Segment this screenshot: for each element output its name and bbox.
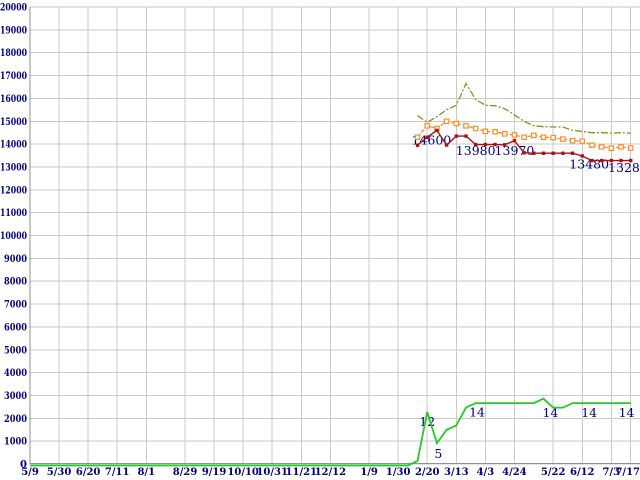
y-tick-label: 11000 [0, 208, 27, 219]
x-tick-label: 8/1 [137, 467, 155, 478]
marker-red_solid [599, 158, 604, 163]
x-tick-label: 6/12 [570, 467, 595, 478]
marker-orange_dashed [598, 144, 605, 150]
y-tick-label: 20000 [0, 3, 27, 14]
x-tick-label: 7/17 [615, 467, 640, 478]
y-tick-label: 13000 [0, 162, 27, 173]
x-tick-label: 1/30 [386, 467, 411, 478]
marker-red_solid [415, 143, 420, 147]
marker-red_solid [435, 128, 439, 133]
point-label: 13280 [608, 160, 640, 175]
marker-orange_dashed [550, 134, 556, 141]
marker-red_solid [570, 151, 575, 155]
marker-red_solid [512, 138, 517, 143]
point-label: 14 [581, 405, 597, 420]
marker-orange_dashed [589, 142, 595, 149]
marker-orange_dashed [492, 128, 498, 135]
x-tick-label: 5/9 [21, 467, 39, 478]
marker-orange_dashed [424, 123, 431, 129]
y-tick-label: 5000 [4, 345, 27, 356]
y-tick-label: 17000 [0, 71, 27, 82]
marker-orange_dashed [608, 145, 615, 152]
marker-orange_dashed [579, 138, 586, 144]
point-label: 13980 [456, 143, 496, 158]
y-tick-label: 15000 [0, 117, 27, 128]
marker-red_solid [609, 158, 614, 163]
marker-red_solid [464, 134, 468, 138]
marker-red_solid [425, 135, 429, 139]
marker-orange_dashed [511, 132, 518, 138]
y-tick-label: 6000 [4, 322, 27, 333]
point-label: 14 [469, 404, 485, 419]
y-tick-label: 18000 [0, 48, 27, 59]
marker-red_solid [590, 158, 594, 163]
marker-red_solid [483, 142, 488, 147]
marker-orange_dashed [482, 128, 489, 135]
y-tick-label: 7000 [4, 300, 27, 311]
x-tick-label: 7/11 [105, 467, 130, 478]
marker-red_solid [522, 151, 526, 155]
x-tick-label: 4/3 [477, 467, 495, 478]
marker-red_solid [619, 158, 623, 163]
x-tick-label: 12/12 [315, 467, 347, 478]
marker-orange_dashed [560, 136, 566, 142]
x-tick-label: 5/22 [541, 467, 566, 478]
marker-red_solid [532, 151, 536, 155]
y-tick-label: 8000 [4, 277, 27, 288]
marker-orange_dashed [463, 123, 469, 129]
marker-red_solid [503, 143, 507, 147]
x-tick-label: 10/31 [256, 467, 287, 478]
x-tick-label: 6/20 [76, 467, 101, 478]
marker-red_solid [493, 142, 497, 147]
y-tick-label: 19000 [0, 25, 27, 36]
x-tick-label: 1/9 [360, 467, 378, 478]
marker-red_solid [551, 151, 555, 155]
y-tick-label: 9000 [4, 254, 27, 265]
x-tick-label: 11/21 [286, 467, 317, 478]
marker-red_solid [444, 143, 449, 147]
y-tick-label: 1000 [4, 437, 27, 448]
y-tick-label: 12000 [0, 185, 27, 196]
marker-orange_dashed [443, 118, 450, 125]
point-label: 5 [434, 446, 442, 461]
x-tick-label: 7/3 [603, 467, 621, 478]
marker-orange_dashed [618, 144, 624, 150]
marker-orange_dashed [569, 137, 576, 144]
y-tick-label: 0 [20, 460, 27, 471]
marker-orange_dashed [472, 125, 479, 132]
x-tick-label: 2/20 [415, 467, 440, 478]
series-olive_dashdot [417, 82, 631, 134]
marker-red_solid [454, 134, 459, 138]
marker-orange_dashed [453, 120, 460, 127]
marker-red_solid [541, 151, 546, 155]
x-tick-label: 5/30 [47, 467, 72, 478]
point-label: 14 [542, 405, 558, 420]
x-tick-label: 3/13 [444, 467, 469, 478]
x-tick-label: 10/10 [227, 467, 259, 478]
point-label: 14 [619, 405, 635, 420]
y-tick-label: 10000 [0, 231, 27, 242]
marker-red_solid [580, 154, 584, 158]
marker-orange_dashed [414, 134, 421, 141]
marker-red_solid [561, 151, 565, 155]
y-tick-label: 3000 [4, 391, 27, 402]
marker-red_solid [473, 142, 478, 147]
x-tick-label: 8/29 [173, 467, 198, 478]
marker-red_solid [629, 158, 633, 163]
series-green_count [30, 397, 631, 467]
marker-orange_dashed [627, 145, 634, 151]
marker-orange_dashed [501, 131, 508, 137]
marker-orange_dashed [521, 134, 527, 141]
marker-orange_dashed [531, 132, 537, 139]
y-tick-label: 16000 [0, 94, 27, 105]
y-tick-label: 14000 [0, 140, 27, 151]
x-tick-label: 4/24 [502, 467, 527, 478]
x-tick-label: 9/19 [202, 467, 227, 478]
marker-orange_dashed [540, 134, 547, 141]
y-tick-label: 2000 [4, 414, 27, 425]
y-tick-label: 4000 [4, 368, 27, 379]
